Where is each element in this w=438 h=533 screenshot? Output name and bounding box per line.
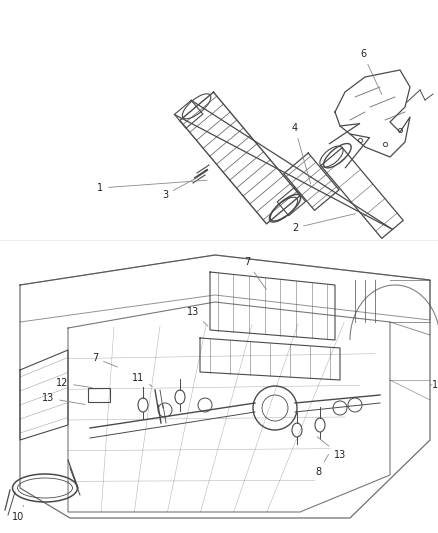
Text: 8: 8 (315, 454, 328, 477)
Text: 3: 3 (162, 177, 198, 200)
Text: 1: 1 (430, 380, 438, 390)
Text: 13: 13 (42, 393, 85, 405)
Text: 10: 10 (12, 505, 24, 522)
Text: 7: 7 (244, 257, 266, 290)
Text: 7: 7 (92, 353, 117, 367)
Text: 2: 2 (292, 214, 355, 233)
Text: 13: 13 (317, 437, 346, 460)
Text: 6: 6 (360, 49, 382, 94)
Text: 13: 13 (187, 307, 208, 326)
Text: 12: 12 (56, 378, 92, 388)
Text: 1: 1 (97, 180, 207, 193)
Text: 11: 11 (132, 373, 152, 386)
Bar (88, 388, 110, 402)
Text: 4: 4 (292, 123, 311, 184)
